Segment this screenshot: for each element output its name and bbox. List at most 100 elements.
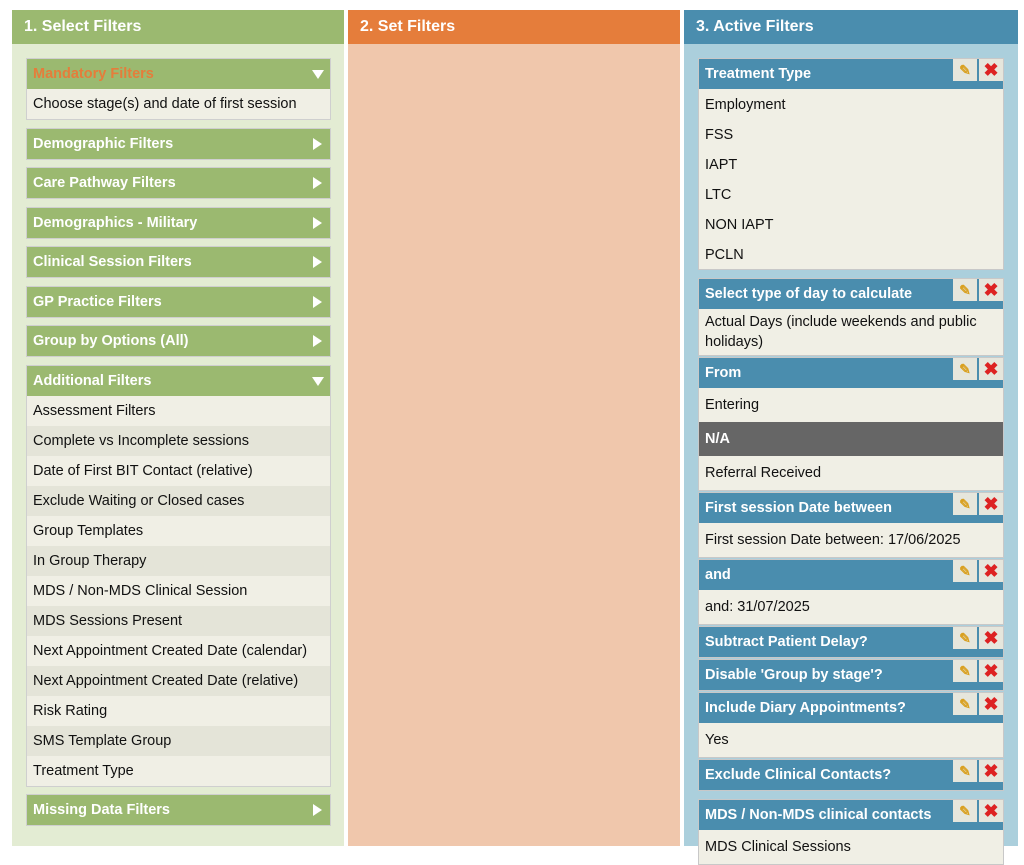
filter-group: Demographics - Military	[26, 206, 331, 239]
delete-icon[interactable]: ✖	[979, 358, 1003, 380]
set-filters-title: 2. Set Filters	[348, 10, 680, 44]
active-filter-value: PCLN	[699, 239, 1003, 269]
delete-icon[interactable]: ✖	[979, 627, 1003, 649]
active-filter-header: Exclude Clinical Contacts? ✎ ✖	[699, 760, 1003, 790]
active-filter-header: and ✎ ✖	[699, 560, 1003, 590]
triangle-right-icon[interactable]	[313, 177, 322, 189]
delete-icon[interactable]: ✖	[979, 279, 1003, 301]
active-filter-header: MDS / Non-MDS clinical contacts ✎ ✖	[699, 800, 1003, 830]
filter-group-label: Group by Options (All)	[33, 333, 189, 349]
filter-group-header[interactable]: Group by Options (All)	[27, 326, 330, 356]
active-filter-actions: ✎ ✖	[951, 760, 1003, 782]
active-filter-actions: ✎ ✖	[951, 59, 1003, 81]
delete-icon[interactable]: ✖	[979, 693, 1003, 715]
triangle-down-icon[interactable]	[312, 70, 324, 79]
active-filter-title: Subtract Patient Delay?	[705, 634, 868, 650]
delete-icon[interactable]: ✖	[979, 59, 1003, 81]
filter-option[interactable]: MDS Sessions Present	[27, 605, 330, 636]
active-filter-header: From ✎ ✖	[699, 358, 1003, 388]
active-filter-value: MDS Clinical Sessions	[699, 830, 1003, 864]
filter-group-header[interactable]: Demographic Filters	[27, 128, 330, 159]
filter-option[interactable]: Risk Rating	[27, 695, 330, 726]
filter-group-label: GP Practice Filters	[33, 293, 162, 310]
active-filter-title: First session Date between	[705, 500, 892, 516]
filter-option[interactable]: Assessment Filters	[27, 395, 330, 426]
active-filters-panel: 3. Active Filters Treatment Type ✎ ✖ Employ…	[684, 10, 1018, 865]
edit-icon[interactable]: ✎	[953, 493, 977, 515]
delete-icon[interactable]: ✖	[979, 660, 1003, 682]
filter-option[interactable]: Next Appointment Created Date (calendar)	[27, 635, 330, 666]
triangle-right-icon[interactable]	[313, 256, 322, 268]
active-filter-value: Employment	[699, 89, 1003, 119]
edit-icon[interactable]: ✎	[953, 800, 977, 822]
filter-group-label: Mandatory Filters	[33, 66, 154, 82]
edit-icon[interactable]: ✎	[953, 627, 977, 649]
active-filter-actions: ✎ ✖	[951, 358, 1003, 380]
filter-group-label: Clinical Session Filters	[33, 254, 192, 270]
active-filter: and ✎ ✖ and: 31/07/2025	[698, 559, 1004, 625]
edit-icon[interactable]: ✎	[953, 279, 977, 301]
active-filter-value: Yes	[699, 723, 1003, 757]
active-filter-actions: ✎ ✖	[951, 660, 1003, 682]
active-filter-title: From	[705, 365, 742, 381]
active-filter-title: Treatment Type	[705, 66, 812, 82]
delete-icon[interactable]: ✖	[979, 800, 1003, 822]
filter-option[interactable]: Complete vs Incomplete sessions	[27, 425, 330, 456]
filter-group-header[interactable]: Demographics - Military	[27, 207, 330, 238]
active-filter-value: Actual Days (include weekends and public…	[699, 309, 1003, 355]
active-filter-title: and	[705, 567, 731, 583]
filter-group-label: Additional Filters	[33, 372, 152, 389]
filter-option[interactable]: Next Appointment Created Date (relative)	[27, 665, 330, 696]
triangle-down-icon[interactable]	[312, 376, 324, 386]
active-filter: Subtract Patient Delay? ✎ ✖	[698, 626, 1004, 658]
filter-option[interactable]: Choose stage(s) and date of first sessio…	[27, 89, 330, 119]
active-filter-header: Subtract Patient Delay? ✎ ✖	[699, 627, 1003, 657]
triangle-right-icon[interactable]	[313, 335, 322, 347]
filter-group-label: Demographics - Military	[33, 214, 198, 231]
filter-group-header[interactable]: Care Pathway Filters	[27, 168, 330, 198]
edit-icon[interactable]: ✎	[953, 59, 977, 81]
delete-icon[interactable]: ✖	[979, 493, 1003, 515]
triangle-right-icon[interactable]	[313, 216, 322, 229]
active-filter-value: NON IAPT	[699, 209, 1003, 239]
edit-icon[interactable]: ✎	[953, 693, 977, 715]
filter-group-header[interactable]: Clinical Session Filters	[27, 247, 330, 277]
filter-option[interactable]: Date of First BIT Contact (relative)	[27, 455, 330, 486]
delete-icon[interactable]: ✖	[979, 560, 1003, 582]
filter-option[interactable]: SMS Template Group	[27, 725, 330, 756]
active-filter-header: Select type of day to calculate ✎ ✖	[699, 279, 1003, 309]
edit-icon[interactable]: ✎	[953, 560, 977, 582]
active-filter-actions: ✎ ✖	[951, 560, 1003, 582]
filter-option[interactable]: MDS / Non-MDS Clinical Session	[27, 575, 330, 606]
active-filter-title: Select type of day to calculate	[705, 286, 913, 302]
active-filter-value: First session Date between: 17/06/2025	[699, 523, 1003, 557]
edit-icon[interactable]: ✎	[953, 660, 977, 682]
filter-group: Additional Filters Assessment Filters Comp…	[26, 364, 331, 787]
filter-group-header[interactable]: Missing Data Filters	[27, 795, 330, 825]
filter-group-header[interactable]: Additional Filters	[27, 365, 330, 396]
filter-group: Mandatory Filters Choose stage(s) and dat…	[26, 58, 331, 120]
active-filter-value: FSS	[699, 119, 1003, 149]
filter-group-header[interactable]: Mandatory Filters	[27, 59, 330, 89]
filter-group-label: Care Pathway Filters	[33, 175, 176, 191]
triangle-right-icon[interactable]	[313, 137, 322, 150]
filter-option[interactable]: Exclude Waiting or Closed cases	[27, 485, 330, 516]
edit-icon[interactable]: ✎	[953, 358, 977, 380]
delete-icon[interactable]: ✖	[979, 760, 1003, 782]
filter-option[interactable]: In Group Therapy	[27, 545, 330, 576]
active-filter-header: Include Diary Appointments? ✎ ✖	[699, 693, 1003, 723]
active-filter-list: Treatment Type ✎ ✖ Employment FSS IAPT LTC NON …	[684, 44, 1018, 865]
triangle-right-icon[interactable]	[313, 295, 322, 308]
active-filter-value: Entering	[699, 388, 1003, 422]
active-filter-actions: ✎ ✖	[951, 279, 1003, 301]
active-filter-title: Include Diary Appointments?	[705, 700, 906, 716]
active-filter: Exclude Clinical Contacts? ✎ ✖	[698, 759, 1004, 791]
filter-group-header[interactable]: GP Practice Filters	[27, 286, 330, 317]
active-filter-title: Exclude Clinical Contacts?	[705, 767, 892, 783]
edit-icon[interactable]: ✎	[953, 760, 977, 782]
filter-option[interactable]: Group Templates	[27, 515, 330, 546]
filter-option[interactable]: Treatment Type	[27, 755, 330, 786]
active-filter-actions: ✎ ✖	[951, 693, 1003, 715]
filter-group: Clinical Session Filters	[26, 246, 331, 278]
triangle-right-icon[interactable]	[313, 804, 322, 816]
